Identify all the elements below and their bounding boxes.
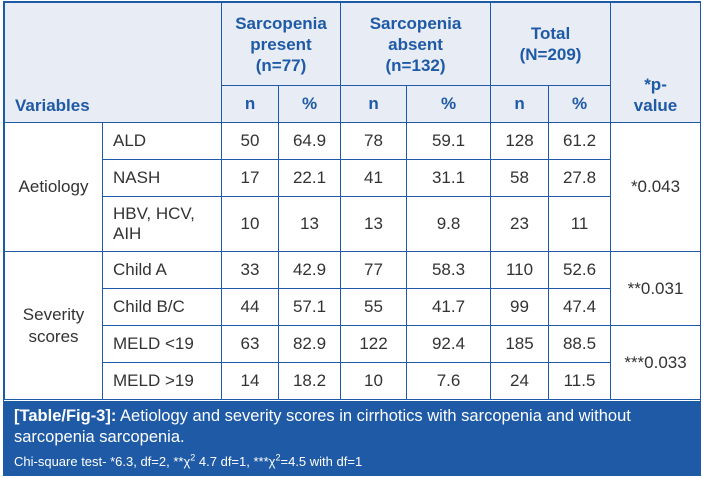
cell: 55 <box>340 288 408 326</box>
cell: 77 <box>340 251 408 289</box>
cell: 10 <box>221 196 280 252</box>
sarcopenia-present-header: Sarcopenia present (n=77) <box>221 2 342 86</box>
row-label: HBV, HCV, AIH <box>101 196 223 252</box>
cell: 78 <box>340 122 408 160</box>
row-label: MELD >19 <box>101 362 223 400</box>
total-pct-header: % <box>548 85 612 123</box>
cell: 58.3 <box>406 251 492 289</box>
cell: 24 <box>490 362 550 400</box>
cell: 88.5 <box>548 325 612 363</box>
cell: 42.9 <box>278 251 342 289</box>
cell: 44 <box>221 288 280 326</box>
total-n-header: n <box>490 85 550 123</box>
cell: 18.2 <box>278 362 342 400</box>
cell: 47.4 <box>548 288 612 326</box>
cell: 17 <box>221 159 280 197</box>
cell: 185 <box>490 325 550 363</box>
cell: 13 <box>340 196 408 252</box>
row-label: NASH <box>101 159 223 197</box>
cell: 11 <box>548 196 612 252</box>
table-row: HBV, HCV, AIH 10 13 13 9.8 23 11 <box>5 196 701 252</box>
aetiology-group-label: Aetiology <box>4 122 103 252</box>
row-label: MELD <19 <box>101 325 223 363</box>
cell: 63 <box>221 325 280 363</box>
cell: 10 <box>340 362 408 400</box>
cell: 11.5 <box>548 362 612 400</box>
cell: 99 <box>490 288 550 326</box>
cell: 59.1 <box>406 122 492 160</box>
sa-n-header: n <box>340 85 408 123</box>
cell: 33 <box>221 251 280 289</box>
cell: 9.8 <box>406 196 492 252</box>
caption-title: [Table/Fig-3]: Aetiology and severity sc… <box>14 406 690 448</box>
sp-n-header: n <box>221 85 280 123</box>
cell: 61.2 <box>548 122 612 160</box>
cell: 58 <box>490 159 550 197</box>
cell: 22.1 <box>278 159 342 197</box>
sa-pct-header: % <box>406 85 492 123</box>
cell: 7.6 <box>406 362 492 400</box>
meld-p-value: ***0.033 <box>610 325 702 400</box>
severity-group-label: Severity scores <box>4 251 103 400</box>
cell: 50 <box>221 122 280 160</box>
row-label: Child B/C <box>101 288 223 326</box>
table-row: Child B/C 44 57.1 55 41.7 99 47.4 <box>5 288 701 326</box>
sarcopenia-absent-header: Sarcopenia absent (n=132) <box>340 2 492 86</box>
caption-footnote: Chi-square test- *6.3, df=2, **χ2 4.7 df… <box>14 452 363 469</box>
cell: 23 <box>490 196 550 252</box>
aetiology-p-value: *0.043 <box>610 122 702 252</box>
cell: 82.9 <box>278 325 342 363</box>
cell: 14 <box>221 362 280 400</box>
sp-pct-header: % <box>278 85 342 123</box>
variables-header: Variables <box>3 2 223 123</box>
table-row: NASH 17 22.1 41 31.1 58 27.8 <box>5 159 701 197</box>
row-label: Child A <box>101 251 223 289</box>
figure-caption: [Table/Fig-3]: Aetiology and severity sc… <box>4 401 700 475</box>
total-header: Total (N=209) <box>490 2 612 86</box>
cell: 92.4 <box>406 325 492 363</box>
table-figure: Variables Sarcopenia present (n=77) Sarc… <box>3 1 702 476</box>
cell: 122 <box>340 325 408 363</box>
cell: 110 <box>490 251 550 289</box>
p-value-header: *p- value <box>610 2 702 123</box>
cell: 41 <box>340 159 408 197</box>
table-row: Aetiology ALD 50 64.9 78 59.1 128 61.2 *… <box>4 122 702 252</box>
caption-text: Aetiology and severity scores in cirrhot… <box>14 407 631 446</box>
table-row: MELD >19 14 18.2 10 7.6 24 11.5 <box>5 362 701 400</box>
table-row: Severity scores Child A 33 42.9 77 58.3 … <box>4 251 702 400</box>
row-label: ALD <box>101 122 223 160</box>
cell: 41.7 <box>406 288 492 326</box>
cell: 128 <box>490 122 550 160</box>
cell: 57.1 <box>278 288 342 326</box>
child-p-value: **0.031 <box>610 251 702 326</box>
cell: 13 <box>278 196 342 252</box>
cell: 27.8 <box>548 159 612 197</box>
figure-label: [Table/Fig-3]: <box>14 407 117 425</box>
data-table: Variables Sarcopenia present (n=77) Sarc… <box>3 2 702 400</box>
cell: 31.1 <box>406 159 492 197</box>
table-row: MELD <19 63 82.9 122 92.4 185 88.5 ***0.… <box>5 325 702 400</box>
cell: 64.9 <box>278 122 342 160</box>
cell: 52.6 <box>548 251 612 289</box>
